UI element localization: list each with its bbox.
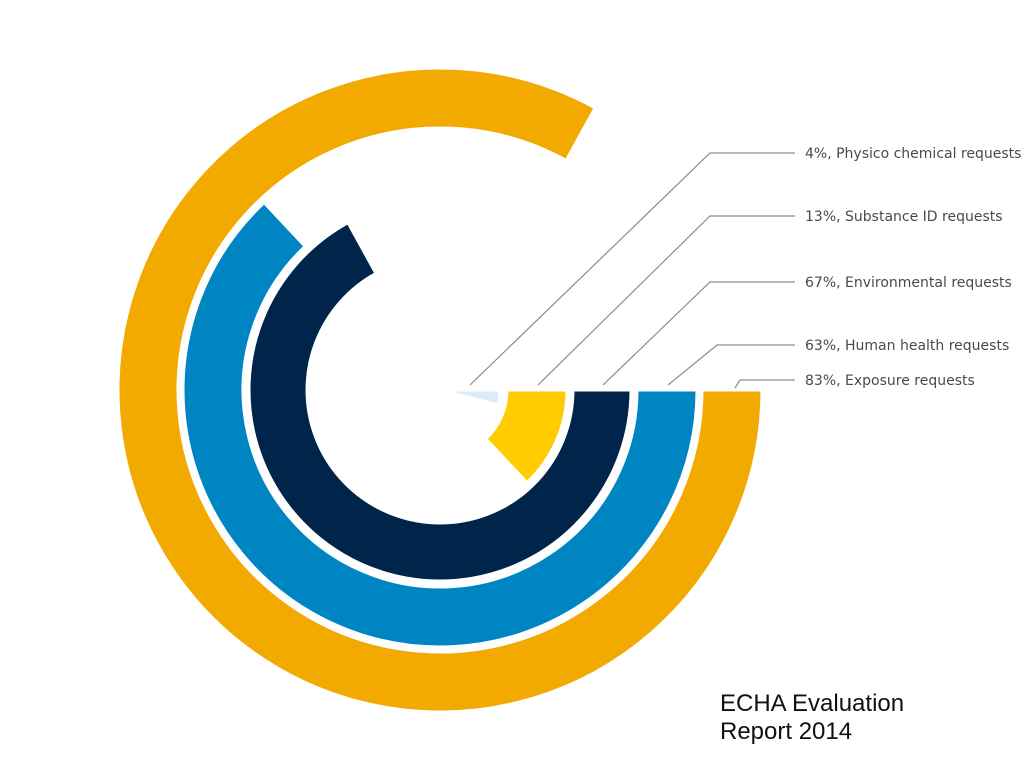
source-note: ECHA Evaluation Report 2014	[720, 690, 904, 746]
category-labels-group: 4%, Physico chemical requests 13%, Substa…	[805, 146, 1021, 389]
bar-substance-id	[483, 388, 569, 485]
label-substance-id: 13%, Substance ID requests	[805, 209, 1003, 225]
label-physico-chemical: 4%, Physico chemical requests	[805, 146, 1021, 162]
source-note-line-2: Report 2014	[720, 718, 853, 745]
rings-group	[116, 66, 764, 714]
bar-exposure	[116, 66, 764, 714]
source-note-line-1: ECHA Evaluation	[720, 690, 905, 717]
leader-line-substance-id	[537, 215, 795, 386]
label-environmental: 67%, Environmental requests	[805, 275, 1012, 291]
leader-line-exposure	[734, 379, 795, 389]
leader-lines-group	[469, 152, 795, 389]
bar-environmental	[247, 220, 633, 583]
bar-human-health	[181, 200, 699, 649]
label-exposure: 83%, Exposure requests	[805, 373, 975, 389]
leader-line-environmental	[602, 281, 795, 386]
label-human-health: 63%, Human health requests	[805, 338, 1009, 354]
leader-line-human-health	[667, 344, 795, 386]
leader-line-physico-chemical	[469, 152, 795, 386]
bar-physico-chemical	[439, 388, 502, 407]
